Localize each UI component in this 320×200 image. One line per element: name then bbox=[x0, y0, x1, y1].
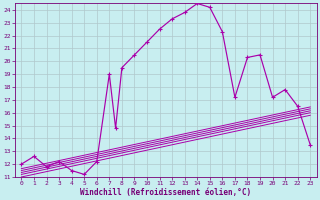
X-axis label: Windchill (Refroidissement éolien,°C): Windchill (Refroidissement éolien,°C) bbox=[80, 188, 252, 197]
